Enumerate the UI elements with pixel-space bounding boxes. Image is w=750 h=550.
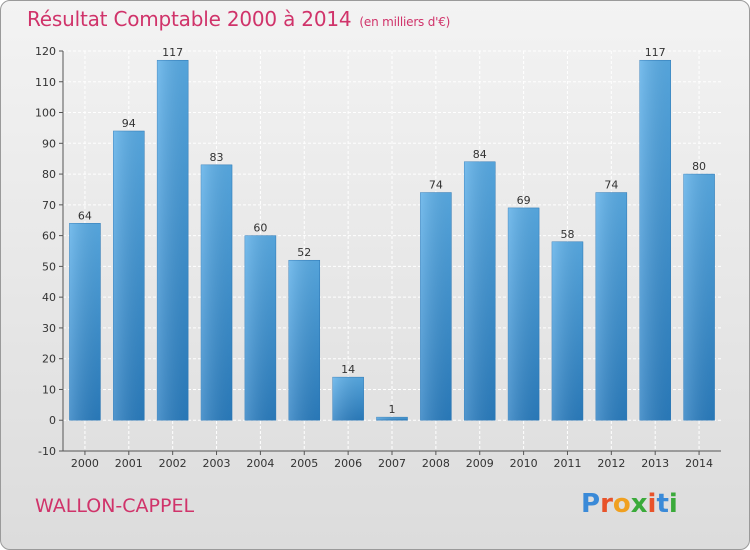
x-tick-label: 2004 bbox=[246, 457, 274, 470]
logo-letter: o bbox=[612, 489, 631, 519]
x-tick-label: 2005 bbox=[290, 457, 318, 470]
y-tick-label: 60 bbox=[42, 230, 56, 243]
logo-letter: x bbox=[630, 489, 648, 519]
bar-shade-2008 bbox=[420, 192, 452, 421]
y-tick-label: 100 bbox=[35, 107, 56, 120]
bar-shade-2000 bbox=[69, 223, 101, 421]
bar-shade-2003 bbox=[201, 164, 233, 421]
y-tick-label: 20 bbox=[42, 353, 56, 366]
data-label-2000: 64 bbox=[78, 209, 92, 222]
bar-shade-2005 bbox=[288, 260, 320, 421]
logo-letter: r bbox=[600, 489, 613, 519]
x-tick-label: 2007 bbox=[378, 457, 406, 470]
x-tick-label: 2000 bbox=[71, 457, 99, 470]
city-name: WALLON-CAPPEL bbox=[35, 495, 195, 517]
logo-letter: t bbox=[656, 489, 669, 519]
logo-letter: i bbox=[668, 489, 678, 519]
bar-shade-2002 bbox=[157, 60, 189, 421]
data-label-2009: 84 bbox=[473, 148, 487, 161]
bar-shade-2014 bbox=[683, 174, 715, 421]
data-label-2013: 117 bbox=[645, 46, 666, 59]
data-label-2003: 83 bbox=[210, 151, 224, 164]
bar-shade-2004 bbox=[244, 235, 276, 421]
y-tick-label: 90 bbox=[42, 137, 56, 150]
bar-shade-2006 bbox=[332, 377, 364, 421]
y-tick-label: 110 bbox=[35, 76, 56, 89]
data-label-2007: 1 bbox=[389, 403, 396, 416]
logo-letter: i bbox=[647, 489, 657, 519]
y-tick-label: 80 bbox=[42, 168, 56, 181]
x-tick-label: 2009 bbox=[466, 457, 494, 470]
bars bbox=[69, 59, 715, 421]
y-tick-label: 120 bbox=[35, 45, 56, 58]
data-label-2004: 60 bbox=[253, 222, 267, 235]
y-tick-label: 0 bbox=[49, 414, 56, 427]
bar-shade-2012 bbox=[595, 192, 627, 421]
x-tick-label: 2010 bbox=[510, 457, 538, 470]
bar-shade-2013 bbox=[639, 60, 671, 421]
y-tick-label: 40 bbox=[42, 291, 56, 304]
data-label-2011: 58 bbox=[560, 228, 574, 241]
data-label-2014: 80 bbox=[692, 160, 706, 173]
data-label-2005: 52 bbox=[297, 246, 311, 259]
data-label-2012: 74 bbox=[604, 179, 618, 192]
x-tick-label: 2012 bbox=[597, 457, 625, 470]
y-tick-label: 70 bbox=[42, 199, 56, 212]
data-label-2001: 94 bbox=[122, 117, 136, 130]
chart-title-text: Résultat Comptable 2000 à 2014 bbox=[27, 7, 352, 31]
bar-shade-2010 bbox=[508, 207, 540, 421]
bar-shade-2007 bbox=[376, 417, 408, 421]
x-tick-label: 2014 bbox=[685, 457, 713, 470]
x-tick-label: 2011 bbox=[553, 457, 581, 470]
y-tick-label: 50 bbox=[42, 260, 56, 273]
bar-shade-2009 bbox=[464, 161, 496, 421]
data-label-2002: 117 bbox=[162, 46, 183, 59]
chart-title: Résultat Comptable 2000 à 2014 (en millie… bbox=[27, 7, 450, 31]
bar-shade-2001 bbox=[113, 131, 145, 421]
logo-letter: P bbox=[581, 489, 601, 519]
x-tick-label: 2003 bbox=[203, 457, 231, 470]
x-tick-label: 2013 bbox=[641, 457, 669, 470]
proxiti-logo: Proxiti bbox=[581, 489, 678, 519]
x-tick-label: 2006 bbox=[334, 457, 362, 470]
x-tick-label: 2001 bbox=[115, 457, 143, 470]
bar-shade-2011 bbox=[551, 241, 583, 421]
y-tick-label: -10 bbox=[38, 445, 56, 458]
data-label-2006: 14 bbox=[341, 363, 355, 376]
x-tick-label: 2002 bbox=[159, 457, 187, 470]
data-label-2010: 69 bbox=[517, 194, 531, 207]
y-tick-label: 10 bbox=[42, 383, 56, 396]
data-label-2008: 74 bbox=[429, 179, 443, 192]
data-labels: 64 94 117 83 60 52 14 1 74 84 69 58 74 117 80 bbox=[78, 46, 706, 416]
axes: -10 0 10 20 30 40 50 60 70 80 90 100 110 120 2000 2001 2… bbox=[35, 45, 721, 470]
chart-subtitle: (en milliers d'€) bbox=[359, 15, 451, 29]
y-tick-label: 30 bbox=[42, 322, 56, 335]
x-tick-label: 2008 bbox=[422, 457, 450, 470]
